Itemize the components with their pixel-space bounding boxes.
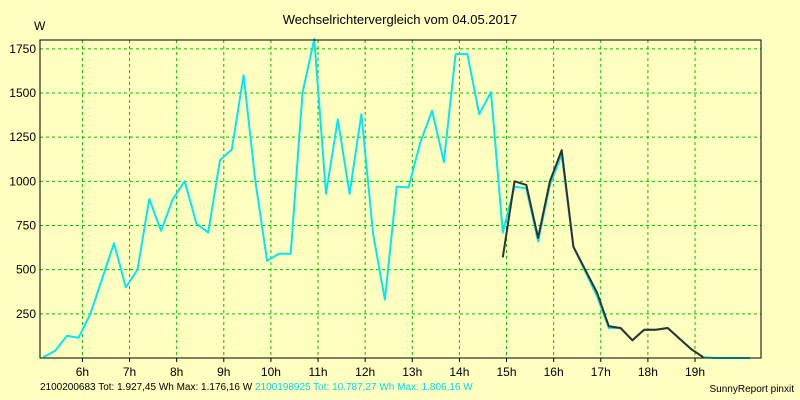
y-tick-label: 500 [16, 263, 36, 277]
x-tick-label: 13h [402, 365, 422, 379]
x-tick-label: 12h [355, 365, 375, 379]
series-line-2100198925 [42, 37, 751, 359]
y-tick-label: 1500 [9, 86, 36, 100]
x-tick-label: 19h [685, 365, 705, 379]
x-tick-label: 15h [497, 365, 517, 379]
x-tick-label: 7h [123, 365, 136, 379]
y-tick-label: 1750 [9, 42, 36, 56]
x-tick-label: 14h [449, 365, 469, 379]
x-tick-label: 17h [591, 365, 611, 379]
y-axis-unit: W [34, 19, 46, 33]
y-tick-label: 750 [16, 219, 36, 233]
grid [40, 40, 761, 358]
x-tick-label: 16h [544, 365, 564, 379]
credit-text: SunnyReport pinxit [709, 384, 795, 395]
series2-totals: 2100198925 Tot: 10.787,27 Wh Max: 1.806,… [254, 382, 473, 393]
x-tick-label: 11h [308, 365, 327, 379]
footer-totals: 2100200683 Tot: 1.927,45 Wh Max: 1.176,1… [40, 382, 473, 393]
series-lines [42, 37, 751, 359]
x-tick-label: 9h [217, 365, 230, 379]
y-tick-label: 250 [16, 307, 36, 321]
x-tick-label: 8h [170, 365, 183, 379]
y-tick-label: 1250 [9, 130, 36, 144]
series-line-2100200683 [501, 149, 704, 358]
axis-ticks: 250 500 750 1000 1250 1500 1750 6h 7h 8h 9h 10h 11h 1… [9, 42, 705, 379]
x-tick-label: 6h [76, 365, 89, 379]
x-tick-label: 10h [261, 365, 281, 379]
series1-totals: 2100200683 Tot: 1.927,45 Wh Max: 1.176,1… [40, 382, 253, 393]
chart-title: Wechselrichtervergleich vom 04.05.2017 [283, 12, 518, 27]
x-tick-label: 18h [638, 365, 658, 379]
y-tick-label: 1000 [9, 174, 36, 188]
plot-frame [39, 39, 762, 359]
